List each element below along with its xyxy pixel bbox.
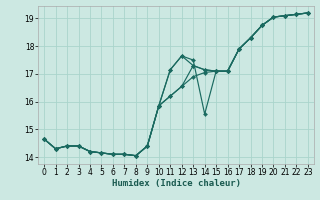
X-axis label: Humidex (Indice chaleur): Humidex (Indice chaleur): [111, 179, 241, 188]
